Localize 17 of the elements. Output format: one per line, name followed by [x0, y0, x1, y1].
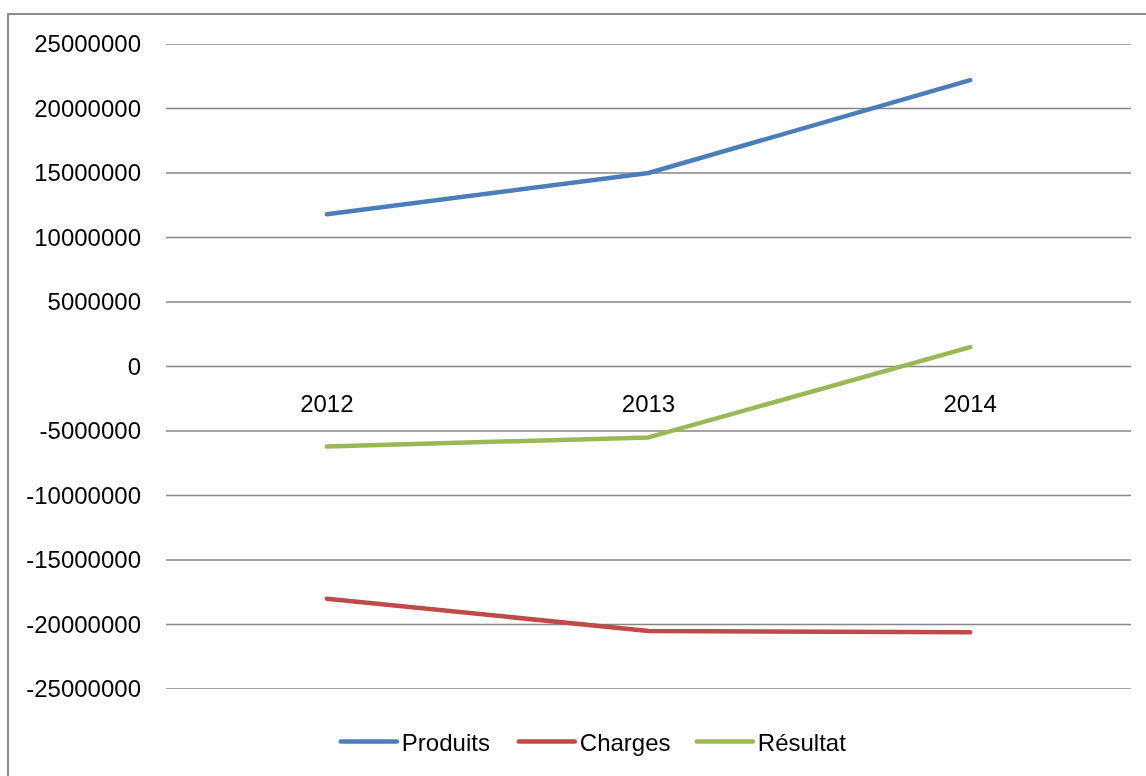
x-tick-label: 2014: [943, 389, 997, 417]
legend-label: Résultat: [757, 728, 847, 756]
x-tick-label: 2012: [300, 389, 354, 417]
y-tick-label: -5000000: [39, 417, 141, 445]
y-tick-label: -20000000: [26, 610, 141, 638]
y-tick-label: 5000000: [47, 288, 141, 316]
y-tick-label: 10000000: [34, 223, 141, 251]
x-tick-label: 2013: [621, 389, 676, 417]
y-tick-label: -25000000: [26, 675, 141, 703]
y-tick-label: 15000000: [34, 159, 141, 187]
y-tick-label: 20000000: [34, 94, 141, 122]
legend-label: Produits: [401, 728, 490, 756]
y-tick-label: 0: [127, 352, 141, 380]
y-tick-label: -10000000: [26, 481, 141, 509]
legend-label: Charges: [579, 728, 671, 756]
y-tick-label: 25000000: [34, 30, 141, 58]
y-tick-label: -15000000: [26, 546, 141, 574]
